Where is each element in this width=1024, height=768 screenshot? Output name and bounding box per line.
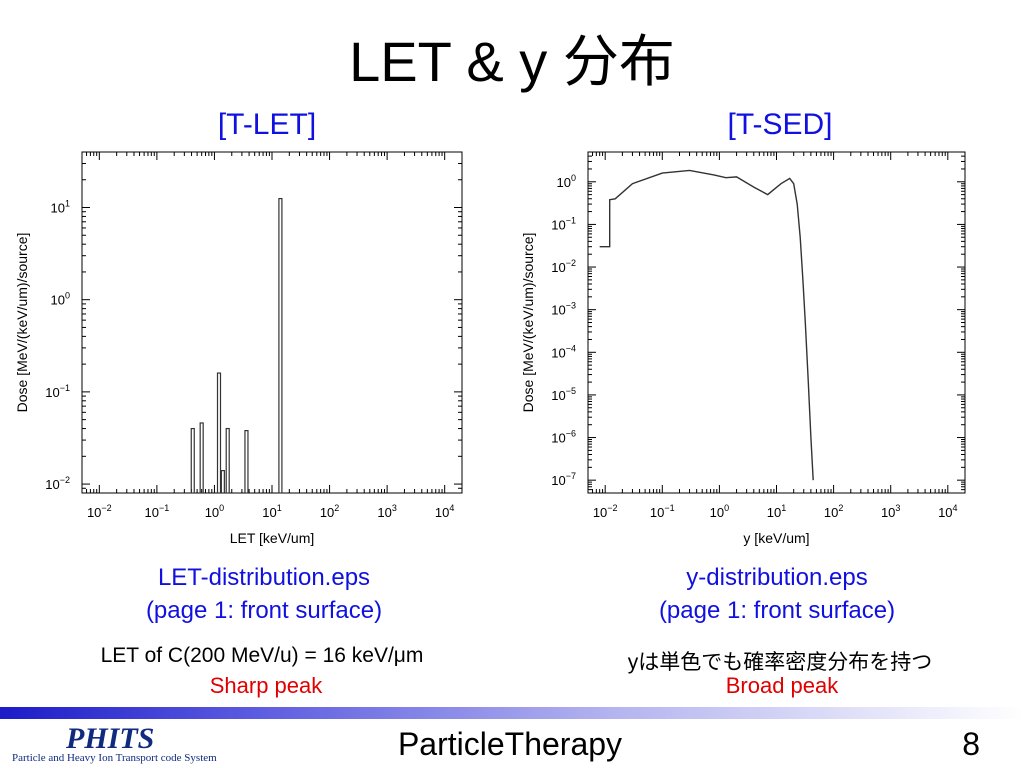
phits-logo-subtitle: Particle and Heavy Ion Transport code Sy… — [12, 752, 217, 764]
data-bar — [278, 197, 283, 494]
sharp-peak-label: Sharp peak — [209, 673, 323, 698]
x-tick-label: 100 — [205, 503, 224, 520]
x-tick-label: 10−1 — [650, 503, 675, 520]
left-caption-filename: LET-distribution.eps — [157, 564, 371, 591]
data-bar — [225, 427, 230, 494]
y-distribution-chart: 10−2 10−1 100 101 102 103 104 10−7 10−6 10−5 10−4 1… — [520, 151, 966, 546]
y-tick-label: 101 — [51, 199, 70, 216]
y-tick-label: 10−2 — [551, 258, 576, 275]
x-tick-label: 10−2 — [593, 503, 618, 520]
y-tick-label: 10−2 — [45, 475, 70, 492]
y-tick-label: 10−1 — [45, 383, 70, 400]
x-tick-label: 104 — [938, 503, 957, 520]
slide-title: LET & y 分布 — [349, 30, 675, 93]
footer-title: ParticleTherapy — [397, 726, 623, 762]
y-tick-label: 10−6 — [551, 429, 576, 446]
x-tick-label: 101 — [262, 503, 281, 520]
let-note: LET of C(200 MeV/u) = 16 keV/μm — [100, 644, 424, 667]
y-note: yは単色でも確率密度分布を持つ — [627, 651, 933, 674]
left-chart-header: [T-LET] — [217, 108, 317, 141]
x-tick-label: 102 — [824, 503, 843, 520]
y-tick-label: 10−4 — [551, 343, 576, 360]
x-tick-label: 103 — [881, 503, 900, 520]
data-series-line — [599, 169, 814, 481]
y-tick-label: 100 — [51, 291, 70, 308]
plot-frame — [81, 151, 463, 494]
data-bar — [199, 422, 204, 494]
x-tick-label: 102 — [320, 503, 339, 520]
left-caption: LET-distribution.eps (page 1: front surf… — [84, 561, 444, 627]
y-axis-label: Dose [MeV/(keV/um)/source] — [520, 233, 536, 413]
x-axis-label: LET [keV/um] — [230, 530, 315, 546]
data-bar — [190, 427, 195, 494]
x-tick-label: 104 — [435, 503, 454, 520]
right-caption-filename: y-distribution.eps — [686, 564, 868, 591]
right-chart-header: [T-SED] — [727, 108, 833, 141]
y-tick-label: 10−1 — [551, 215, 576, 232]
data-bar — [220, 469, 225, 494]
right-caption: y-distribution.eps (page 1: front surfac… — [597, 561, 957, 627]
let-distribution-chart: 10−2 10−1 100 101 102 103 104 10−2 10−1 100 101 LET… — [14, 151, 463, 546]
x-tick-label: 10−1 — [145, 503, 170, 520]
x-tick-label: 101 — [767, 503, 786, 520]
right-caption-page: (page 1: front surface) — [658, 597, 896, 624]
x-tick-label: 103 — [377, 503, 396, 520]
data-bar — [244, 430, 249, 494]
plot-frame — [587, 151, 966, 494]
left-caption-page: (page 1: front surface) — [145, 597, 383, 624]
x-tick-label: 100 — [710, 503, 729, 520]
broad-peak-label: Broad peak — [725, 673, 839, 698]
y-tick-label: 100 — [557, 173, 576, 190]
y-axis-label: Dose [MeV/(keV/um)/source] — [14, 233, 30, 413]
y-tick-label: 10−5 — [551, 386, 576, 403]
phits-logo: PHITS — [66, 722, 155, 755]
x-tick-label: 10−2 — [87, 503, 112, 520]
page-number: 8 — [962, 726, 980, 762]
y-tick-label: 10−3 — [551, 301, 576, 318]
data-bar — [216, 372, 222, 494]
footer-gradient-bar — [0, 707, 1024, 719]
x-axis-label: y [keV/um] — [743, 530, 809, 546]
y-tick-label: 10−7 — [551, 471, 576, 488]
